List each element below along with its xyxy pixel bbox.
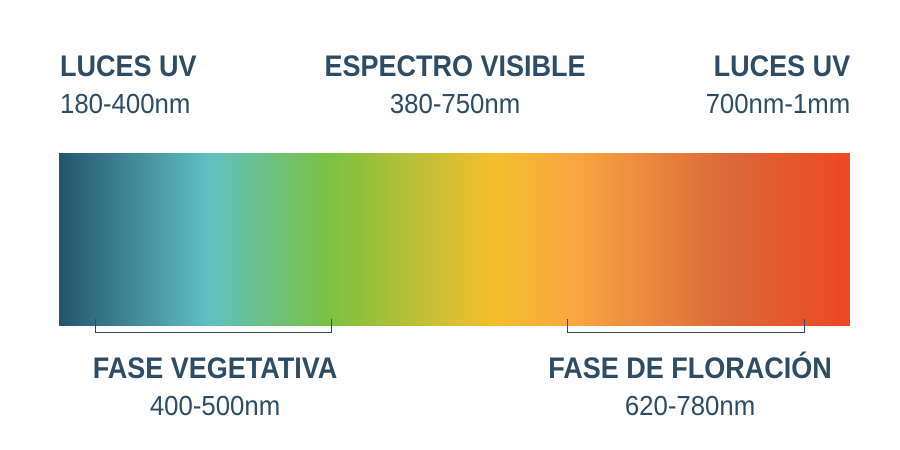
visible-spectrum-label: ESPECTRO VISIBLE 380-750nm [300, 50, 610, 121]
uv-right-range: 700nm-1mm [705, 88, 850, 119]
flowering-phase-title: FASE DE FLORACIÓN [548, 352, 832, 385]
vegetative-bracket [95, 319, 332, 333]
uv-left-label: LUCES UV 180-400nm [60, 50, 212, 121]
uv-right-title: LUCES UV [713, 50, 850, 83]
uv-right-label: LUCES UV 700nm-1mm [693, 50, 850, 121]
spectrum-gradient-bar [59, 153, 850, 326]
visible-spectrum-range: 380-750nm [389, 88, 521, 119]
vegetative-phase-label: FASE VEGETATIVA 400-500nm [70, 352, 360, 423]
uv-left-range: 180-400nm [60, 88, 191, 119]
flowering-bracket [567, 319, 805, 333]
vegetative-phase-range: 400-500nm [149, 390, 281, 421]
vegetative-phase-title: FASE VEGETATIVA [92, 352, 338, 385]
uv-left-title: LUCES UV [60, 50, 197, 83]
visible-spectrum-title: ESPECTRO VISIBLE [324, 50, 586, 83]
flowering-phase-range: 620-780nm [624, 390, 756, 421]
flowering-phase-label: FASE DE FLORACIÓN 620-780nm [530, 352, 850, 423]
